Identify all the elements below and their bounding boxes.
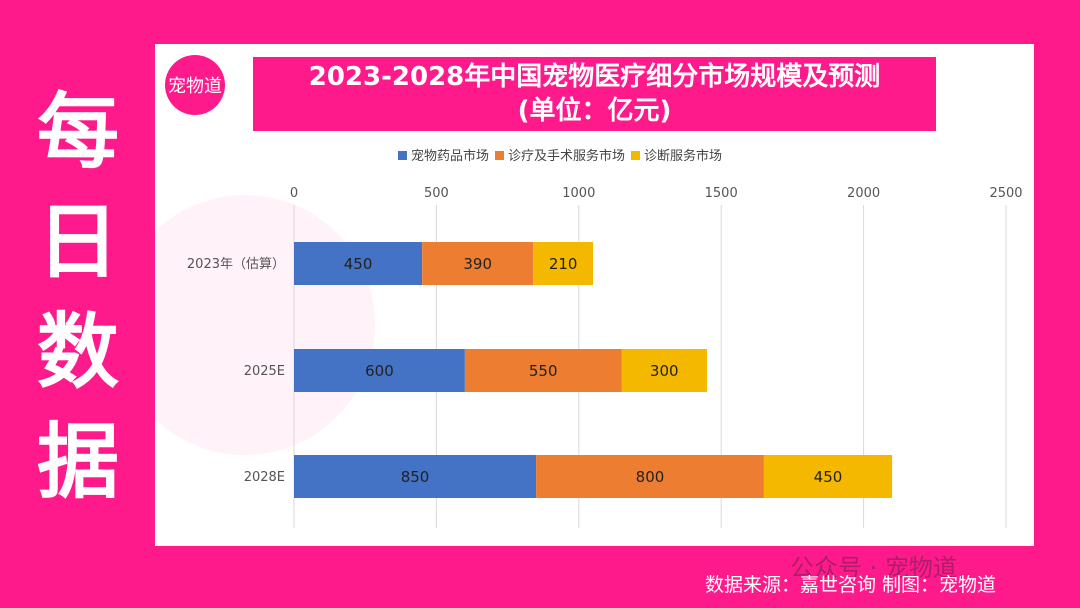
x-tick-label: 1500 [705, 186, 738, 201]
legend-item: 诊断服务市场 [631, 145, 722, 164]
x-tick-label: 1000 [562, 186, 595, 201]
data-label: 800 [636, 468, 665, 486]
bar-segment [621, 349, 707, 392]
side-title: 每 日 数 据 [28, 78, 128, 518]
side-char: 数 [36, 305, 119, 400]
data-label: 850 [401, 468, 430, 486]
y-tick-label: 2025E [244, 364, 285, 379]
data-label: 600 [365, 362, 394, 380]
side-char: 日 [36, 195, 119, 290]
watermark-circle [115, 195, 375, 455]
legend-item: 宠物药品市场 [398, 145, 489, 164]
x-tick-label: 0 [290, 186, 298, 201]
legend-item: 诊疗及手术服务市场 [495, 145, 625, 164]
title-line1: 2023-2028年中国宠物医疗细分市场规模及预测 [308, 62, 881, 92]
bar-segment [763, 455, 893, 498]
title-line2: (单位：亿元) [517, 96, 672, 126]
chart-title: 2023-2028年中国宠物医疗细分市场规模及预测 (单位：亿元) [253, 57, 936, 131]
data-label: 300 [650, 362, 679, 380]
legend: 宠物药品市场 诊疗及手术服务市场 诊断服务市场 [398, 145, 722, 164]
data-label: 450 [344, 255, 373, 273]
bar-segment [294, 349, 465, 392]
bar-segment [294, 242, 423, 285]
data-label: 550 [529, 362, 558, 380]
data-label: 210 [549, 255, 578, 273]
bar-segment [536, 455, 764, 498]
bar-segment [422, 242, 534, 285]
logo: 宠物道 [165, 55, 225, 115]
x-tick-label: 500 [424, 186, 449, 201]
wechat-watermark: 公众号 · 宠物道 [790, 554, 957, 582]
y-tick-label: 2028E [244, 470, 285, 485]
side-char: 每 [36, 85, 119, 180]
data-label: 390 [463, 255, 492, 273]
x-tick-label: 2500 [989, 186, 1022, 201]
side-char: 据 [36, 415, 119, 510]
bar-segment [533, 242, 594, 285]
y-tick-label: 2023年（估算） [187, 257, 285, 272]
x-tick-label: 2000 [847, 186, 880, 201]
data-label: 450 [814, 468, 843, 486]
bar-segment [464, 349, 622, 392]
bar-segment [294, 455, 537, 498]
source-text: 数据来源：嘉世咨询 制图：宠物道 [705, 574, 997, 596]
